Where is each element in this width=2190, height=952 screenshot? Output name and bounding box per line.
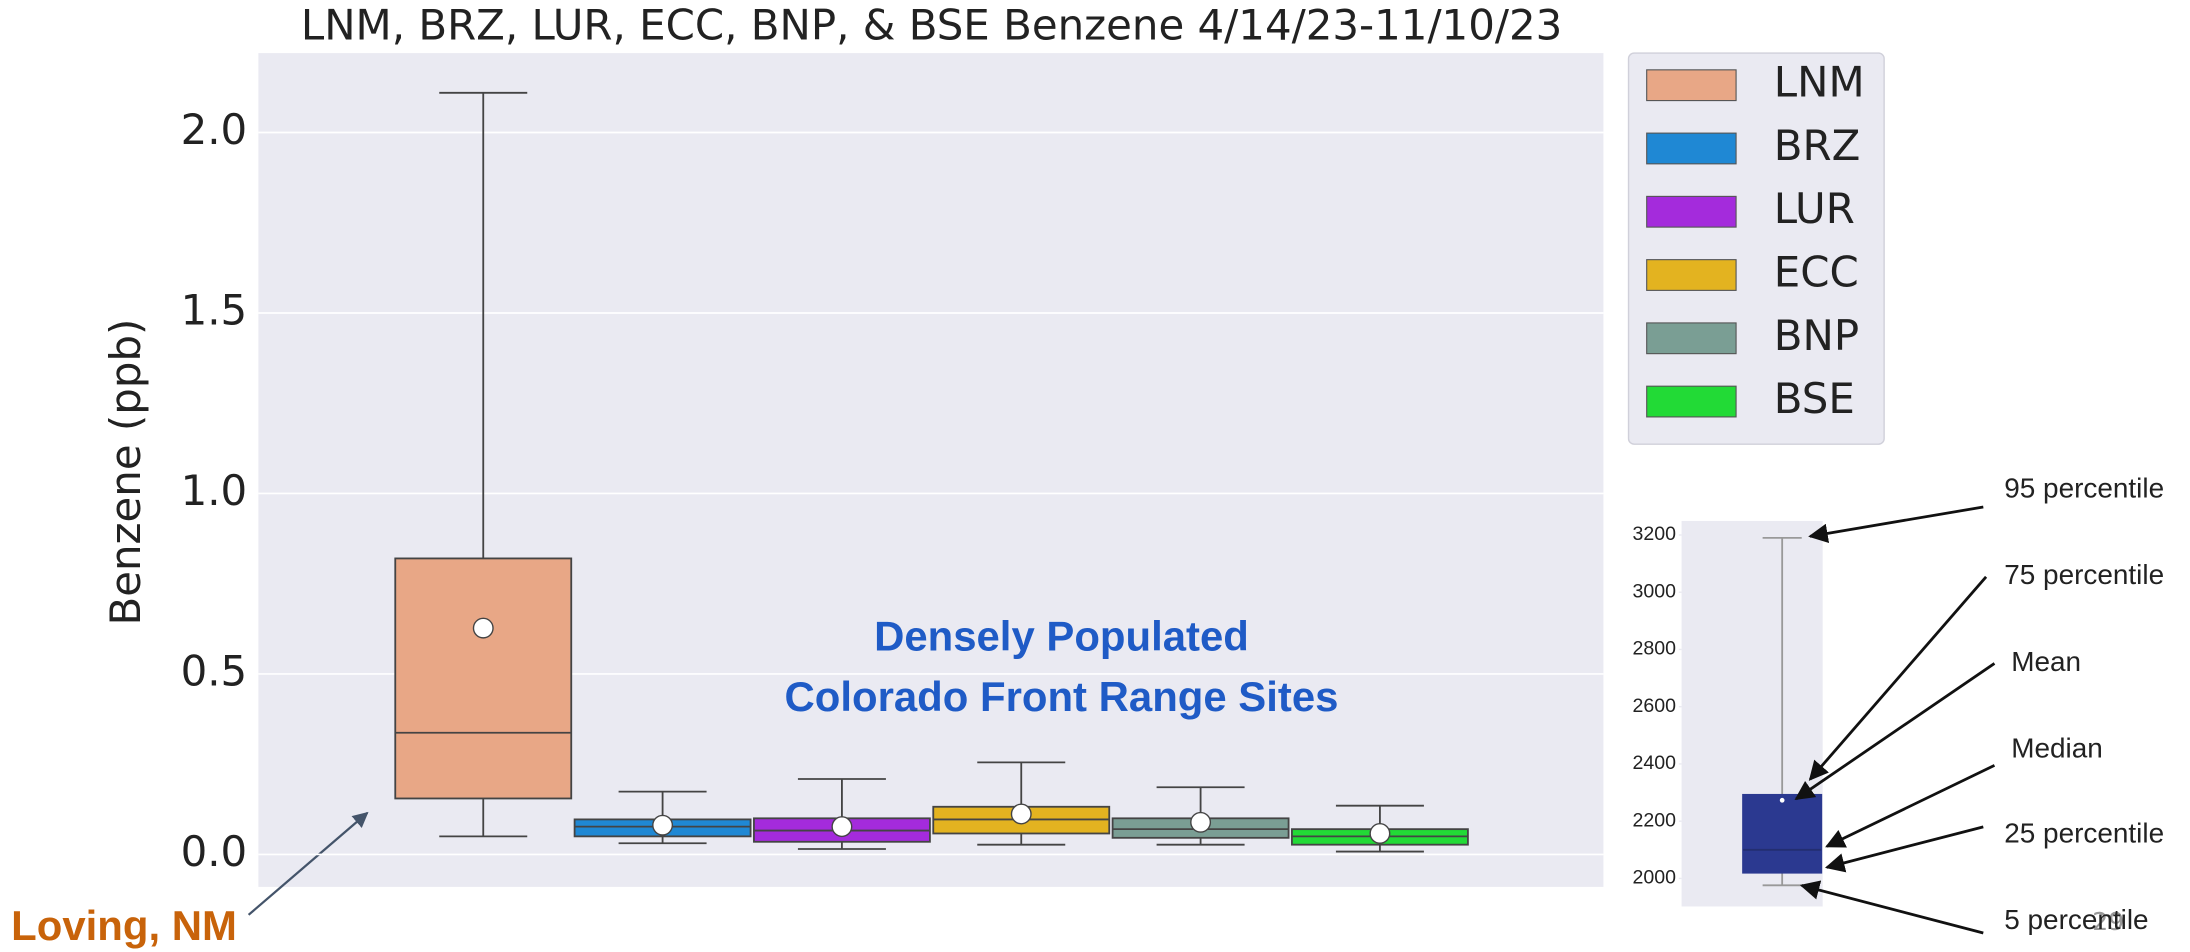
annotation: 75 percentile <box>2004 559 2164 590</box>
mean-marker <box>1778 796 1786 805</box>
y-tick-label: 1.0 <box>181 466 248 515</box>
annotation: Densely Populated <box>874 613 1249 660</box>
legend-swatch <box>1646 132 1737 165</box>
legend-swatch <box>1646 195 1737 228</box>
y-tick-label: 3200 <box>1633 523 1677 545</box>
annotation-arrow <box>1824 825 1984 873</box>
mean-marker <box>1010 803 1032 825</box>
legend-label: LUR <box>1774 184 1855 233</box>
y-axis-label: Benzene (ppb) <box>101 319 150 626</box>
mean-marker <box>1369 823 1391 844</box>
y-tick-label: 1.5 <box>181 285 248 334</box>
y-tick-label: 2800 <box>1633 638 1677 660</box>
legend-swatch <box>1646 259 1737 291</box>
annotation: 95 percentile <box>2004 473 2164 504</box>
legend-swatch <box>1646 385 1737 418</box>
legend-label: BNP <box>1774 311 1859 360</box>
annotation-arrow <box>1799 880 1984 935</box>
chart-title: LNM, BRZ, LUR, ECC, BNP, & BSE Benzene 4… <box>301 0 1562 49</box>
legend-swatch <box>1646 322 1737 355</box>
y-tick-label: 2200 <box>1633 809 1677 831</box>
y-tick-label: 2000 <box>1633 867 1677 889</box>
annotation: 25 percentile <box>2004 818 2164 849</box>
mean-marker <box>1190 811 1212 833</box>
annotation: Loving, NM <box>11 902 237 949</box>
y-tick-label: 2400 <box>1633 752 1677 774</box>
legend-label: LNM <box>1774 58 1865 107</box>
annotation: Mean <box>2011 646 2081 677</box>
mean-marker <box>472 617 494 639</box>
y-tick-label: 0.0 <box>181 827 248 876</box>
annotation-arrow <box>1794 662 1996 801</box>
annotation-arrow <box>1808 575 1988 781</box>
legend-swatch <box>1646 69 1737 102</box>
box <box>394 557 573 800</box>
legend-label: BRZ <box>1774 121 1861 170</box>
annotation: Median <box>2011 732 2103 763</box>
annotation-arrow <box>1808 505 1984 544</box>
mean-marker <box>831 816 853 838</box>
y-tick-label: 2600 <box>1633 695 1677 717</box>
y-tick-label: 0.5 <box>181 646 248 695</box>
y-tick-label: 2.0 <box>181 105 248 154</box>
annotation: Colorado Front Range Sites <box>785 673 1339 720</box>
annotation-arrow <box>1825 764 1996 848</box>
box <box>1742 793 1823 874</box>
annotation-arrow <box>247 811 369 916</box>
page-number: 29 <box>2092 907 2124 936</box>
legend-label: ECC <box>1774 248 1859 297</box>
annotation: 5 percentile <box>2004 904 2148 935</box>
y-tick-label: 3000 <box>1633 580 1677 602</box>
mean-marker <box>652 814 674 836</box>
legend-label: BSE <box>1774 374 1855 423</box>
